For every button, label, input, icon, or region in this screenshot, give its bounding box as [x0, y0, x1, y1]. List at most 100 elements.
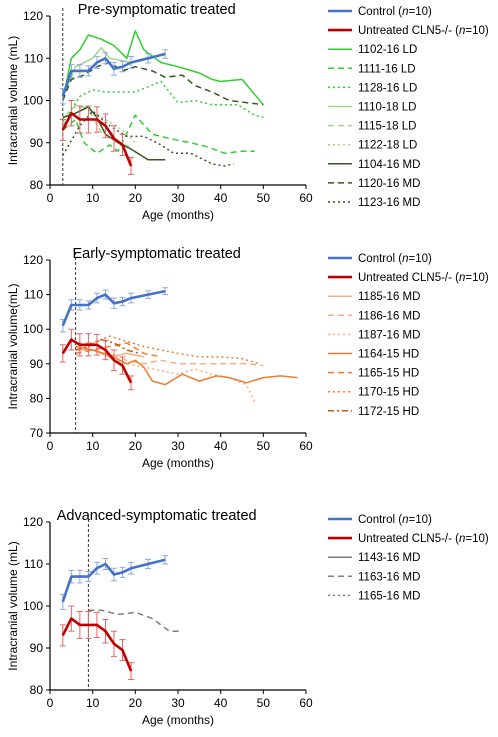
y-tick-label: 80 — [30, 683, 44, 697]
series-control-n-10 — [59, 49, 169, 105]
y-tick-label: 90 — [30, 136, 44, 150]
series-line — [61, 111, 133, 167]
legend-label: Untreated CLN5-/- (n=10) — [358, 272, 489, 284]
italic-n: n — [459, 272, 465, 284]
series-line — [62, 61, 264, 106]
series-untreated-cln5-n-10 — [59, 605, 135, 680]
series-1123-16-md — [62, 110, 234, 167]
y-tick-label: 100 — [23, 322, 43, 336]
series-control-n-10 — [59, 555, 169, 610]
y-tick-label: 110 — [24, 557, 43, 571]
legend-label: 1111-16 LD — [358, 63, 416, 75]
series-1172-15-hd — [75, 338, 140, 355]
legend-label: 1186-16 MD — [358, 310, 420, 322]
legend-label: 1170-15 HD — [358, 387, 419, 399]
series-line — [61, 289, 166, 327]
y-tick-label: 120 — [23, 9, 43, 23]
x-axis-label: Age (months) — [142, 456, 214, 470]
series-1164-15-hd — [75, 345, 298, 386]
x-axis-label: Age (months) — [142, 713, 214, 727]
x-tick-label: 20 — [129, 439, 143, 453]
x-tick-label: 50 — [257, 191, 271, 205]
italic-n: n — [459, 533, 465, 545]
legend-label: 1102-16 LD — [358, 44, 417, 56]
y-tick-label: 100 — [23, 94, 43, 108]
legend-label: 1110-18 LD — [358, 102, 416, 114]
x-tick-label: 20 — [129, 191, 143, 205]
chart-panel-1: 80 90 100 110 120 0 10 20 30 40 50 60 Age (months) In… — [6, 2, 489, 222]
x-tick-label: 0 — [47, 439, 54, 453]
legend: Control (n=10) Untreated CLN5-/- (n=10) 11… — [328, 253, 489, 418]
legend-label: 1187-16 MD — [358, 329, 420, 341]
y-axis-label: Intracranial volume (mL) — [6, 36, 20, 165]
y-tick-label: 110 — [24, 51, 43, 65]
chart-title: Pre-symptomatic treated — [78, 2, 236, 18]
legend-label: 1165-15 HD — [358, 368, 419, 380]
x-tick-label: 30 — [171, 696, 185, 710]
chart-panel-2: 70 80 90 100 110 120 0 10 20 30 40 50 60 Age (months)… — [6, 246, 489, 470]
x-tick-label: 50 — [257, 696, 271, 710]
chart-panel-3: 80 90 100 110 120 0 10 20 30 40 50 60 Age (months) In… — [6, 508, 489, 727]
series-line — [62, 110, 234, 167]
x-tick-label: 40 — [214, 191, 228, 205]
series-untreated-cln5-n-10 — [59, 100, 135, 175]
y-tick-label: 120 — [23, 253, 43, 267]
y-tick-label: 80 — [30, 178, 44, 192]
x-tick-label: 60 — [299, 696, 313, 710]
x-tick-label: 60 — [299, 191, 313, 205]
legend-label: Control (n=10) — [358, 514, 432, 526]
italic-n: n — [402, 514, 408, 526]
italic-n: n — [402, 6, 408, 18]
series-line — [62, 30, 264, 106]
x-tick-label: 50 — [257, 439, 271, 453]
series-line — [61, 617, 133, 672]
x-tick-label: 20 — [129, 696, 143, 710]
legend-label: 1172-15 HD — [358, 406, 419, 418]
series-line — [75, 338, 140, 355]
series-line — [75, 345, 256, 403]
legend-label: Control (n=10) — [358, 253, 432, 265]
x-tick-label: 60 — [299, 439, 313, 453]
y-axis-label: Intracranial volume(mL) — [6, 283, 20, 409]
series-untreated-cln5-n-10 — [59, 328, 135, 391]
x-tick-label: 0 — [47, 191, 54, 205]
italic-n: n — [402, 253, 408, 265]
y-tick-label: 90 — [30, 357, 44, 371]
legend-label: 1120-16 MD — [358, 178, 420, 190]
series-line — [62, 106, 136, 144]
legend-label: Untreated CLN5-/- (n=10) — [358, 533, 489, 545]
y-tick-label: 70 — [30, 426, 44, 440]
y-tick-label: 120 — [23, 515, 43, 529]
legend-label: Untreated CLN5-/- (n=10) — [358, 25, 489, 37]
chart-title: Early-symptomatic treated — [72, 246, 240, 262]
legend: Control (n=10) Untreated CLN5-/- (n=10) 11… — [328, 514, 489, 602]
series-1163-16-md — [88, 609, 183, 632]
y-tick-label: 110 — [24, 288, 43, 302]
legend-label: 1115-18 LD — [358, 121, 416, 133]
series-1187-16-md — [75, 345, 256, 403]
legend-label: 1123-16 MD — [358, 197, 420, 209]
series-line — [75, 345, 298, 386]
series-1128-16-ld — [62, 80, 264, 123]
series-line — [61, 558, 166, 603]
chart-title: Advanced-symptomatic treated — [57, 508, 257, 524]
x-tick-label: 30 — [171, 191, 185, 205]
series-line — [88, 609, 183, 632]
series-1102-16-ld — [62, 30, 264, 106]
x-tick-label: 40 — [214, 439, 228, 453]
legend-label: 1163-16 MD — [358, 571, 420, 583]
legend-label: 1164-15 HD — [358, 349, 419, 361]
legend-label: 1104-16 MD — [358, 159, 420, 171]
x-tick-label: 0 — [47, 696, 54, 710]
series-1120-16-md — [62, 61, 264, 106]
legend: Control (n=10) Untreated CLN5-/- (n=10) 11… — [328, 6, 489, 209]
series-1170-15-hd — [75, 335, 260, 365]
series-1122-18-ld — [62, 106, 136, 144]
series-line — [61, 52, 166, 97]
y-tick-label: 100 — [23, 599, 43, 613]
x-tick-label: 40 — [214, 696, 228, 710]
legend-label: 1143-16 MD — [358, 552, 420, 564]
y-tick-label: 80 — [30, 391, 44, 405]
legend-label: 1165-16 MD — [358, 590, 420, 602]
